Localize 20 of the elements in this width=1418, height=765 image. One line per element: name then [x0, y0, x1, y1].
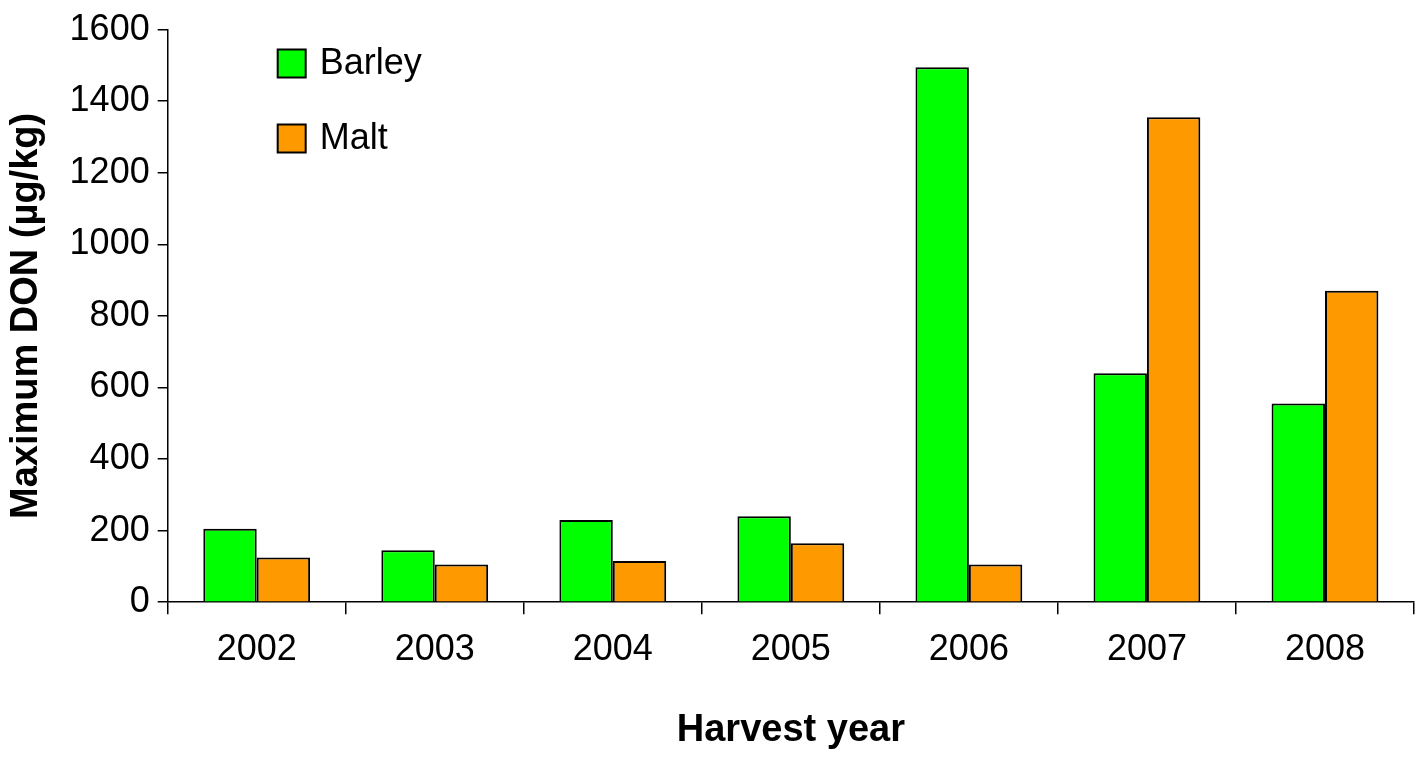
legend-label: Barley [319, 40, 422, 82]
y-tick-label: 200 [89, 507, 150, 549]
x-tick-label: 2002 [216, 626, 297, 668]
x-axis-title: Harvest year [676, 706, 906, 749]
x-tick-label: 2005 [750, 626, 831, 668]
y-tick-label: 800 [89, 292, 150, 334]
y-tick-label: 1600 [69, 6, 150, 48]
y-tick-label: 400 [89, 435, 150, 477]
x-tick-label: 2008 [1284, 626, 1366, 668]
x-tick-label: 2003 [394, 626, 475, 668]
y-tick-label: 1200 [69, 149, 150, 191]
x-tick-label: 2004 [572, 626, 653, 668]
x-tick-label: 2007 [1106, 626, 1187, 668]
y-tick-label: 600 [89, 364, 150, 406]
legend-label: Malt [319, 115, 388, 157]
y-tick-label: 0 [129, 579, 150, 621]
y-tick-label: 1400 [69, 78, 150, 120]
y-axis-title: Maximum DON (µg/kg) [3, 112, 46, 519]
x-tick-label: 2006 [928, 626, 1009, 668]
y-tick-label: 1000 [69, 221, 150, 263]
